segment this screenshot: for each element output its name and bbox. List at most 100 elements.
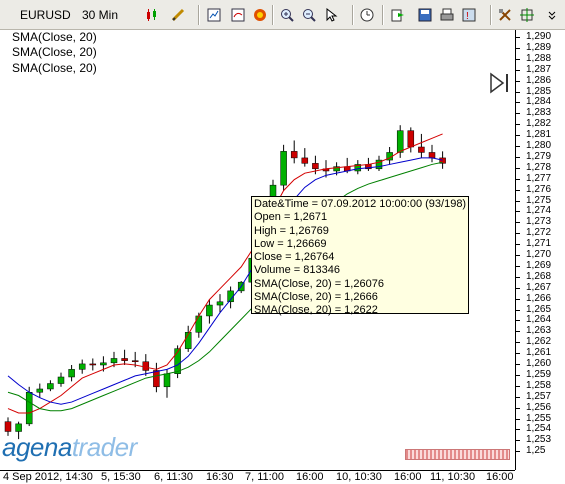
candle-down[interactable] <box>312 163 319 170</box>
y-tick-label: 1,258 <box>526 379 552 391</box>
tooltip-open: Open = 1,2671 <box>254 211 328 224</box>
candle-up[interactable] <box>375 159 383 170</box>
candle-up[interactable] <box>68 369 75 378</box>
y-tick-mark <box>516 189 520 191</box>
play-forward-icon[interactable] <box>489 72 511 97</box>
strategy-icon[interactable] <box>496 6 514 24</box>
y-tick-label: 1,256 <box>526 401 552 413</box>
y-tick-label: 1,265 <box>526 303 552 315</box>
candle-down[interactable] <box>4 421 12 432</box>
y-tick-mark <box>516 276 520 278</box>
candle-up[interactable] <box>195 315 203 333</box>
candle-up[interactable] <box>57 376 65 384</box>
zoom-out-icon[interactable] <box>300 6 318 24</box>
candle-up[interactable] <box>25 392 33 425</box>
candle-type-icon[interactable] <box>143 6 161 24</box>
price-axis[interactable]: 1,290 1,289 1,288 1,287 1,286 1,285 1,284 1,283… <box>515 30 565 470</box>
y-tick-label: 1,285 <box>526 85 552 97</box>
tooltip-low: Low = 1,26669 <box>254 237 327 250</box>
x-tick-label: 16:00 <box>394 471 422 483</box>
sma-line-2 <box>7 157 443 405</box>
y-tick-label: 1,253 <box>526 434 552 446</box>
indicator-label-3[interactable]: SMA(Close, 20) <box>12 61 97 75</box>
candle-up[interactable] <box>15 423 22 432</box>
y-tick-label: 1,279 <box>526 150 552 162</box>
y-tick-mark <box>516 113 520 115</box>
candle-up[interactable] <box>163 373 171 388</box>
y-tick-mark <box>516 146 520 147</box>
candle-up[interactable] <box>333 166 340 172</box>
candle-up[interactable] <box>47 383 54 390</box>
y-tick-label: 1,275 <box>526 194 552 206</box>
draw-pencil-icon[interactable] <box>170 6 188 24</box>
y-tick-label: 1,260 <box>526 358 552 369</box>
zoom-in-icon[interactable] <box>278 6 296 24</box>
clock-icon[interactable] <box>358 6 376 24</box>
candle-up[interactable] <box>216 301 224 306</box>
y-tick-label: 1,289 <box>526 41 552 53</box>
y-tick-mark <box>516 233 520 235</box>
candle-down[interactable] <box>301 157 309 164</box>
candle-down[interactable] <box>121 358 128 361</box>
help-icon[interactable]: ! <box>460 6 478 24</box>
candle-down[interactable] <box>89 363 97 366</box>
candle-up[interactable] <box>36 388 44 393</box>
indicator-icon[interactable] <box>229 6 247 24</box>
y-tick-mark <box>516 69 520 71</box>
y-tick-label: 1,273 <box>526 216 552 228</box>
price-chart[interactable] <box>0 30 515 470</box>
y-tick-mark <box>516 91 520 93</box>
y-tick-mark <box>516 353 520 355</box>
template-icon[interactable] <box>251 6 269 24</box>
y-tick-label: 1,268 <box>526 270 552 282</box>
candle-up[interactable] <box>184 332 192 349</box>
print-icon[interactable] <box>438 6 456 24</box>
data-tooltip: Date&Time = 07.09.2012 10:00:00 (93/198)… <box>251 196 469 316</box>
candle-up[interactable] <box>206 304 213 317</box>
export-icon[interactable] <box>389 6 407 24</box>
y-tick-mark <box>516 255 520 256</box>
candle-up[interactable] <box>174 348 181 374</box>
candle-up[interactable] <box>396 130 404 153</box>
y-tick-label: 1,264 <box>526 314 552 326</box>
candle-up[interactable] <box>78 363 86 370</box>
y-tick-mark <box>516 407 520 409</box>
candle-down[interactable] <box>153 370 160 388</box>
candle-down[interactable] <box>407 130 415 148</box>
x-tick-label: 16:00 <box>296 471 324 483</box>
timeframe-selector[interactable]: 30 Min <box>82 8 119 22</box>
y-tick-mark <box>516 135 520 137</box>
y-tick-mark <box>516 156 520 158</box>
y-tick-label: 1,290 <box>526 31 552 42</box>
candle-down[interactable] <box>439 157 446 164</box>
y-tick-label: 1,267 <box>526 281 552 293</box>
candle-up[interactable] <box>110 358 118 364</box>
indicator-label-1[interactable]: SMA(Close, 20) <box>12 30 97 44</box>
candle-down[interactable] <box>418 146 425 153</box>
save-icon[interactable] <box>416 6 434 24</box>
chart-window-icon[interactable] <box>205 6 223 24</box>
candle-up[interactable] <box>354 164 362 172</box>
toolbar-overflow-icon[interactable] <box>543 6 561 24</box>
chart-scrollbar[interactable] <box>405 449 510 460</box>
candle-down[interactable] <box>142 361 150 371</box>
y-tick-label: 1,254 <box>526 423 552 435</box>
candle-down[interactable] <box>428 152 436 159</box>
y-tick-label: 1,266 <box>526 292 552 304</box>
candle-up[interactable] <box>100 362 107 366</box>
indicator-label-2[interactable]: SMA(Close, 20) <box>12 45 97 59</box>
y-tick-mark <box>516 58 520 60</box>
y-tick-label: 1,25 <box>526 445 546 457</box>
y-tick-label: 1,270 <box>526 249 552 260</box>
crosshair-icon[interactable] <box>518 6 536 24</box>
pointer-icon[interactable] <box>322 6 340 24</box>
tooltip-volume: Volume = 813346 <box>254 264 340 277</box>
candle-down[interactable] <box>131 360 139 362</box>
y-tick-mark <box>516 364 520 365</box>
candle-down[interactable] <box>290 151 298 159</box>
symbol-selector[interactable]: EURUSD <box>20 8 71 22</box>
y-tick-label: 1,255 <box>526 412 552 424</box>
y-tick-mark <box>516 167 520 169</box>
time-axis[interactable]: 4 Sep 2012, 14:30 5, 15:30 6, 11:30 16:30 7,… <box>0 470 515 484</box>
candle-up[interactable] <box>280 151 287 186</box>
